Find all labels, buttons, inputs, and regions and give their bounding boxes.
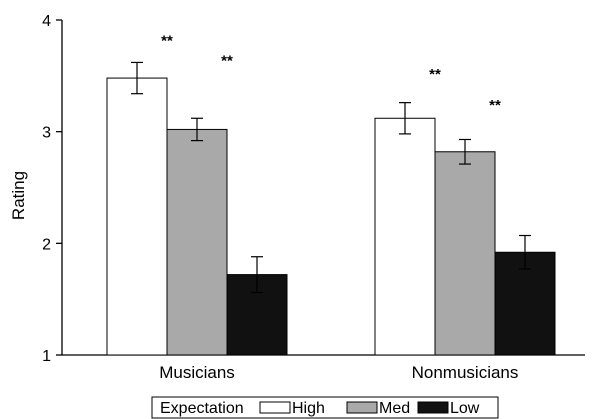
y-tick-label: 4 — [42, 13, 51, 30]
x-category-label: Nonmusicians — [412, 363, 519, 382]
legend-title: Expectation — [160, 400, 244, 417]
bars — [106, 61, 556, 356]
annotations: ** ** ** ** — [161, 32, 501, 114]
legend-label-med: Med — [379, 400, 410, 417]
legend-swatch-low — [417, 401, 449, 414]
legend-swatch-med — [346, 401, 378, 414]
y-tick-label: 1 — [42, 348, 51, 365]
significance-marker: ** — [489, 97, 501, 114]
legend: Expectation High Med Low — [151, 396, 499, 419]
legend-label-high: High — [292, 400, 325, 417]
bar-high — [374, 117, 436, 356]
y-tick-label: 2 — [42, 236, 51, 253]
x-category-label: Musicians — [159, 363, 235, 382]
significance-marker: ** — [221, 53, 233, 70]
y-tick-label: 3 — [42, 125, 51, 142]
y-axis-label: Rating — [9, 171, 28, 220]
bar-med — [434, 151, 496, 356]
legend-swatch-high — [259, 401, 291, 414]
bar-high — [106, 77, 168, 356]
legend-box — [151, 396, 499, 419]
significance-marker: ** — [161, 32, 173, 49]
significance-marker: ** — [429, 66, 441, 83]
legend-label-low: Low — [450, 400, 480, 417]
bar-med — [166, 128, 228, 356]
